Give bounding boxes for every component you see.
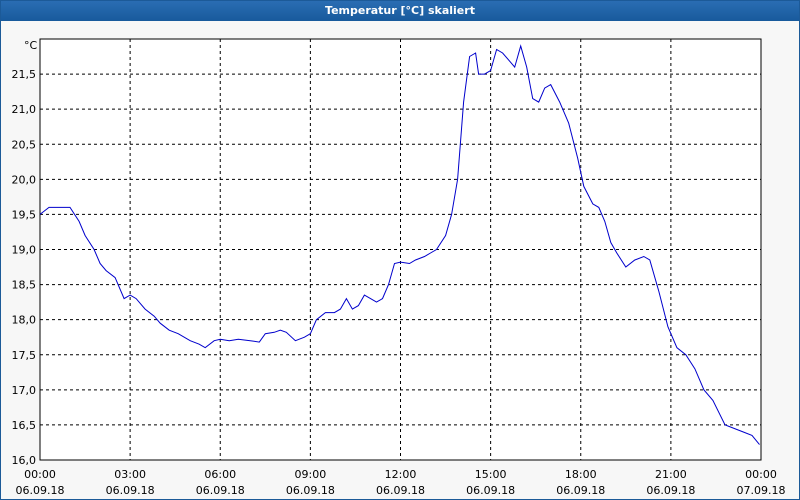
- x-tick-date: 06.09.18: [16, 484, 65, 497]
- y-tick-label: 16,0: [12, 454, 37, 467]
- y-tick-label: 21,5: [12, 68, 37, 81]
- x-tick-time: 03:00: [114, 468, 146, 481]
- gridlines: [40, 39, 761, 460]
- x-tick-time: 21:00: [655, 468, 687, 481]
- window-title: Temperatur [°C] skaliert: [1, 1, 799, 21]
- x-tick-date: 06.09.18: [646, 484, 695, 497]
- x-tick-time: 09:00: [295, 468, 327, 481]
- y-tick-label: 18,0: [12, 314, 37, 327]
- y-tick-label: 19,0: [12, 244, 37, 257]
- y-tick-label: 18,5: [12, 279, 37, 292]
- x-tick-time: 00:00: [24, 468, 56, 481]
- x-tick-date: 06.09.18: [286, 484, 335, 497]
- x-tick-date: 07.09.18: [737, 484, 786, 497]
- x-tick-time: 06:00: [204, 468, 236, 481]
- y-tick-label: 17,0: [12, 384, 37, 397]
- y-axis-ticks: 16,0 16,5 17,0 17,5 18,0 18,5 19,0 19,5 20,0 20,5…: [12, 68, 37, 467]
- x-tick-time: 18:00: [565, 468, 597, 481]
- y-tick-label: 16,5: [12, 419, 37, 432]
- y-tick-label: 19,5: [12, 208, 37, 221]
- y-unit-label: °C: [24, 39, 38, 52]
- x-axis-ticks: 00:00 06.09.18 03:00 06.09.18 06:00 06.09.18 0…: [16, 468, 786, 497]
- x-tick-date: 06.09.18: [556, 484, 605, 497]
- x-tick-time: 12:00: [385, 468, 417, 481]
- x-tick-time: 00:00: [745, 468, 777, 481]
- x-tick-date: 06.09.18: [106, 484, 155, 497]
- y-tick-label: 17,5: [12, 349, 37, 362]
- x-tick-date: 06.09.18: [466, 484, 515, 497]
- y-tick-label: 20,5: [12, 138, 37, 151]
- x-tick-time: 15:00: [475, 468, 507, 481]
- temperature-line: [39, 44, 760, 445]
- y-tick-label: 20,0: [12, 173, 37, 186]
- x-tick-date: 06.09.18: [196, 484, 245, 497]
- x-tick-date: 06.09.18: [376, 484, 425, 497]
- y-tick-label: 21,0: [12, 103, 37, 116]
